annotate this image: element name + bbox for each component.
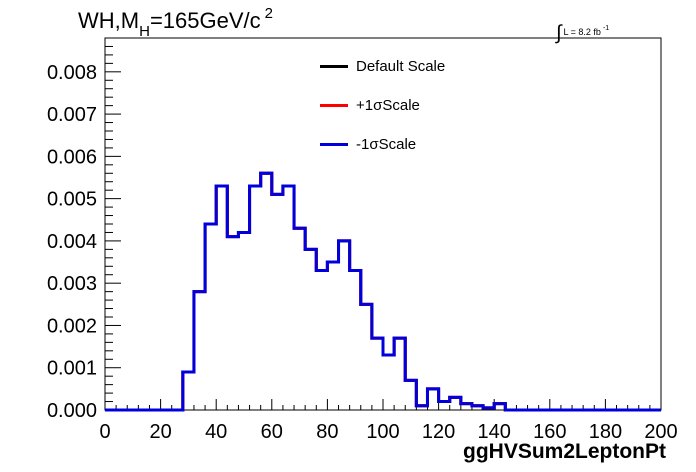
plot-title: WH,MH=165GeV/c 2 [78,5,273,40]
title-superscript: 2 [264,5,273,22]
legend-item-default: Default Scale [320,58,445,75]
y-tick-label: 0.002 [47,315,97,337]
legend-item-minus-sigma: -1σScale [320,136,416,153]
legend-label-default: Default Scale [356,58,446,75]
title-suffix: =165GeV/c [149,8,261,33]
plus-sigma-histogram [105,171,661,412]
y-tick-label: 0.005 [47,189,97,211]
luminosity-label: ∫ L = 8.2 fb -1 [556,18,610,44]
legend-label-minus-sigma: -1σScale [356,136,417,153]
legend-item-plus-sigma: +1σScale [320,97,420,114]
luminosity-superscript: -1 [602,25,610,32]
x-tick-label: 160 [533,421,566,443]
y-tick-label: 0.007 [47,104,97,126]
x-tick-label: 40 [205,421,227,443]
default-scale-histogram [105,171,661,412]
x-tick-label: 100 [366,421,399,443]
luminosity-text: L = 8.2 fb [563,27,601,37]
title-subscript: H [139,23,150,40]
x-tick-label: 20 [149,421,171,443]
x-tick-label: 180 [589,421,622,443]
minus-sigma-histogram [105,171,661,412]
y-tick-label: 0.001 [47,358,97,380]
y-tick-label: 0.000 [47,400,97,422]
y-tick-label: 0.006 [47,146,97,168]
x-tick-label: 80 [316,421,338,443]
legend-label-plus-sigma: +1σScale [356,97,420,114]
x-axis-title: ggHVSum2LeptonPt [463,440,666,463]
y-tick-label: 0.003 [47,273,97,295]
legend-line-default [320,65,348,68]
x-tick-label: 60 [261,421,283,443]
y-tick-label: 0.008 [47,62,97,84]
integral-symbol: ∫ [556,22,562,44]
x-tick-label: 120 [422,421,455,443]
title-prefix: WH,M [78,8,140,33]
legend-line-plus-sigma [320,104,348,107]
legend-line-minus-sigma [320,143,348,146]
y-tick-label: 0.004 [47,231,97,253]
x-tick-label: 200 [644,421,677,443]
x-tick-label: 0 [99,421,110,443]
x-tick-label: 140 [478,421,511,443]
